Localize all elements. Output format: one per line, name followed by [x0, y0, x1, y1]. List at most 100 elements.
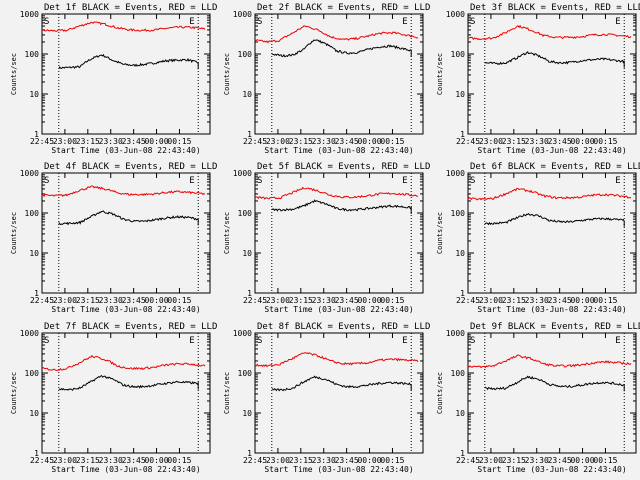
- detector-panel-8: Det 8f BLACK = Events, RED = LLD 1 10 100 10…: [223, 322, 430, 474]
- y-tick-label: 10: [455, 249, 465, 258]
- y-tick-label: 10: [242, 249, 252, 258]
- x-tick-label: 23:45: [122, 296, 146, 305]
- end-marker-label: E: [615, 17, 620, 27]
- series-line-events: [484, 51, 625, 68]
- panel-title: Det 6f BLACK = Events, RED = LLD: [470, 162, 640, 172]
- plot-frame: [467, 13, 637, 135]
- panel-title: Det 9f BLACK = Events, RED = LLD: [470, 322, 640, 332]
- x-tick-label: 23:00: [479, 296, 503, 305]
- panel-title: Det 8f BLACK = Events, RED = LLD: [257, 322, 430, 332]
- end-marker-label: E: [402, 336, 407, 346]
- detector-panel-1: Det 1f BLACK = Events, RED = LLD 1 10 100 10…: [10, 3, 217, 155]
- x-tick-label: 00:15: [380, 137, 404, 146]
- x-tick-label: 00:15: [593, 456, 617, 465]
- panel-title: Det 4f BLACK = Events, RED = LLD: [44, 162, 217, 172]
- x-tick-label: 00:00: [357, 456, 381, 465]
- plot-frame: [41, 13, 211, 135]
- x-tick-label: 23:30: [525, 137, 549, 146]
- x-tick-label: 00:00: [570, 456, 594, 465]
- x-tick-label: 23:15: [76, 137, 100, 146]
- y-tick-label: 10: [29, 249, 39, 258]
- y-tick-label: 1: [34, 289, 39, 298]
- series-line-events: [271, 375, 412, 392]
- plot-frame: [41, 172, 211, 294]
- x-tick-label: 00:00: [570, 137, 594, 146]
- series-line-events: [58, 210, 199, 226]
- x-tick-label: 00:15: [167, 137, 191, 146]
- detector-panel-4: Det 4f BLACK = Events, RED = LLD 1 10 100 10…: [10, 162, 217, 314]
- panel-title: Det 1f BLACK = Events, RED = LLD: [44, 3, 217, 13]
- plot-frame: [467, 172, 637, 294]
- x-tick-label: 23:45: [548, 456, 572, 465]
- x-tick-label: 22:45: [243, 296, 267, 305]
- y-axis-label: Counts/sec: [436, 212, 444, 254]
- x-axis-label: Start Time (03-Jun-08 22:43:40): [477, 305, 626, 314]
- series-line-lld: [467, 187, 632, 201]
- x-tick-label: 00:15: [167, 296, 191, 305]
- panel-title: Det 7f BLACK = Events, RED = LLD: [44, 322, 217, 332]
- x-axis-label: Start Time (03-Jun-08 22:43:40): [264, 465, 413, 474]
- x-tick-label: 00:00: [144, 137, 168, 146]
- series-line-lld: [254, 186, 418, 200]
- y-axis-label: Counts/sec: [10, 372, 18, 414]
- x-tick-label: 23:15: [289, 296, 313, 305]
- x-tick-label: 23:15: [76, 456, 100, 465]
- x-tick-label: 22:45: [30, 296, 54, 305]
- y-tick-label: 1000: [233, 10, 252, 19]
- y-tick-label: 10: [29, 409, 39, 418]
- y-tick-label: 1000: [446, 329, 465, 338]
- x-tick-label: 23:15: [76, 296, 100, 305]
- y-axis-label: Counts/sec: [436, 53, 444, 95]
- x-tick-label: 23:15: [289, 456, 313, 465]
- detector-panel-7: Det 7f BLACK = Events, RED = LLD 1 10 100 10…: [10, 322, 217, 474]
- x-tick-label: 23:00: [53, 137, 77, 146]
- x-tick-label: 23:45: [122, 137, 146, 146]
- y-tick-label: 100: [25, 369, 40, 378]
- start-marker-label: S: [44, 17, 49, 27]
- y-tick-label: 1000: [20, 169, 39, 178]
- y-tick-label: 10: [455, 409, 465, 418]
- y-tick-label: 1000: [20, 10, 39, 19]
- y-tick-label: 1: [460, 449, 465, 458]
- x-axis-label: Start Time (03-Jun-08 22:43:40): [51, 465, 200, 474]
- x-axis-label: Start Time (03-Jun-08 22:43:40): [51, 146, 200, 155]
- y-axis-label: Counts/sec: [10, 53, 18, 95]
- x-tick-label: 00:15: [167, 456, 191, 465]
- y-tick-label: 1: [247, 130, 252, 139]
- end-marker-label: E: [615, 176, 620, 186]
- y-tick-label: 100: [238, 50, 253, 59]
- x-axis-label: Start Time (03-Jun-08 22:43:40): [477, 465, 626, 474]
- x-tick-label: 00:15: [380, 456, 404, 465]
- x-tick-label: 23:45: [335, 296, 359, 305]
- y-axis-label: Counts/sec: [436, 372, 444, 414]
- x-tick-label: 23:30: [99, 456, 123, 465]
- x-tick-label: 22:45: [30, 137, 54, 146]
- x-tick-label: 00:00: [570, 296, 594, 305]
- x-tick-label: 23:00: [53, 456, 77, 465]
- y-tick-label: 1: [34, 449, 39, 458]
- x-tick-label: 23:30: [312, 296, 336, 305]
- series-line-lld: [467, 354, 632, 369]
- series-line-lld: [254, 25, 419, 44]
- end-marker-label: E: [402, 17, 407, 27]
- x-tick-label: 00:00: [144, 456, 168, 465]
- x-tick-label: 22:45: [456, 456, 480, 465]
- y-tick-label: 100: [451, 209, 466, 218]
- series-line-lld: [41, 185, 206, 198]
- y-tick-label: 10: [242, 90, 252, 99]
- x-tick-label: 23:00: [266, 296, 290, 305]
- y-tick-label: 100: [451, 50, 466, 59]
- plot-frame: [254, 332, 424, 454]
- x-tick-label: 22:45: [456, 296, 480, 305]
- plot-frame: [41, 332, 211, 454]
- x-tick-label: 23:45: [335, 456, 359, 465]
- end-marker-label: E: [189, 336, 194, 346]
- x-tick-label: 23:45: [335, 137, 359, 146]
- y-tick-label: 1000: [233, 329, 252, 338]
- y-tick-label: 1: [460, 130, 465, 139]
- y-tick-label: 1: [247, 289, 252, 298]
- y-axis-label: Counts/sec: [10, 212, 18, 254]
- series-line-lld: [254, 352, 419, 368]
- x-tick-label: 00:00: [357, 137, 381, 146]
- x-tick-label: 23:30: [99, 137, 123, 146]
